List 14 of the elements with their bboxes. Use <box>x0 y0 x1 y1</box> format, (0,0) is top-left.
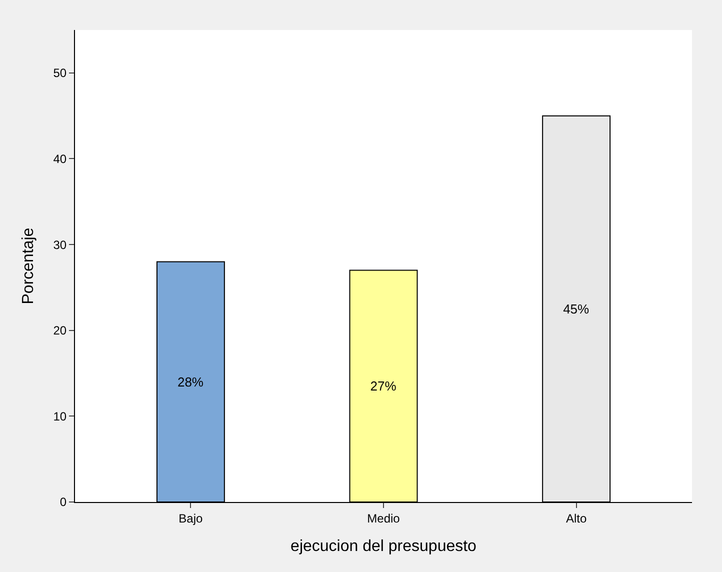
y-tick-label: 20 <box>53 324 67 338</box>
y-tick-label: 50 <box>53 66 67 80</box>
data-label: 45% <box>563 301 590 316</box>
data-label: 28% <box>177 374 204 390</box>
y-axis-title: Porcentaje <box>20 228 38 304</box>
y-tick-label: 10 <box>53 409 67 424</box>
y-tick-label: 30 <box>53 238 67 252</box>
y-tick-label: 0 <box>60 495 67 510</box>
y-tick-label: 40 <box>53 152 67 166</box>
x-tick-label: Bajo <box>178 511 204 526</box>
x-tick-label: Medio <box>367 511 400 526</box>
data-label: 27% <box>370 378 397 394</box>
x-tick-label: Alto <box>566 511 587 526</box>
x-axis-title: ejecucion del presupuesto <box>290 538 477 556</box>
